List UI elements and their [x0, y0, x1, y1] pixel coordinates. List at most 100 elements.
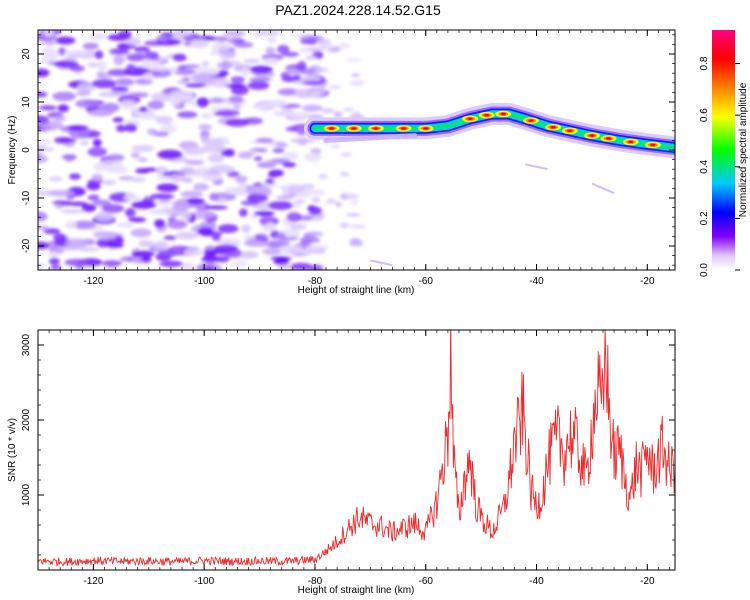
noise-blob: [118, 175, 135, 181]
noise-blob: [71, 220, 96, 230]
noise-blob: [243, 58, 261, 64]
snr-x-tick-label: -60: [419, 576, 434, 587]
noise-blob: [287, 185, 305, 193]
noise-blob: [200, 113, 213, 119]
spectrogram-y-axis-label: Frequency (Hz): [7, 116, 18, 185]
faint-streak: [370, 259, 393, 267]
noise-blob: [80, 140, 90, 146]
noise-blob: [239, 182, 248, 193]
noise-blob: [339, 222, 350, 229]
noise-blob: [262, 57, 281, 65]
noise-blob: [94, 211, 114, 222]
snr-background: [38, 330, 675, 570]
noise-blob: [151, 92, 173, 102]
noise-blob: [346, 213, 361, 217]
noise-blob: [87, 32, 107, 41]
noise-blob: [214, 244, 238, 253]
noise-blob: [60, 209, 85, 214]
noise-blob: [351, 73, 360, 77]
noise-blob: [342, 107, 354, 112]
noise-blob: [143, 72, 154, 81]
noise-blob: [156, 183, 179, 192]
noise-blob: [350, 224, 366, 229]
noise-blob: [304, 55, 318, 61]
noise-blob: [214, 36, 229, 42]
noise-blob: [300, 39, 318, 45]
noise-blob: [106, 154, 125, 162]
noise-blob: [275, 142, 288, 149]
noise-blob: [38, 225, 50, 231]
noise-blob: [266, 101, 289, 108]
noise-blob: [211, 42, 232, 51]
noise-blob: [286, 212, 302, 222]
noise-blob: [277, 244, 304, 255]
noise-blob: [345, 58, 362, 62]
noise-blob: [131, 250, 155, 258]
noise-blob: [81, 203, 97, 213]
noise-blob: [50, 264, 62, 270]
noise-blob: [203, 266, 216, 270]
noise-blob: [172, 53, 187, 62]
noise-blob: [213, 111, 234, 116]
noise-blob: [134, 46, 150, 53]
snr-y-axis-label: SNR (10 * v/v): [7, 418, 18, 482]
noise-blob: [191, 210, 216, 220]
noise-blob: [210, 49, 219, 56]
noise-blob: [282, 161, 297, 168]
noise-blob: [181, 210, 192, 221]
noise-blob: [217, 224, 239, 234]
noise-blob: [177, 111, 198, 119]
noise-blob: [163, 235, 177, 241]
noise-blob: [228, 95, 244, 104]
noise-blob: [116, 222, 134, 228]
noise-blob: [68, 128, 90, 139]
noise-blob: [210, 77, 230, 88]
noise-blob: [126, 53, 147, 62]
noise-blob: [321, 107, 335, 114]
noise-blob: [125, 191, 136, 200]
colorbar-tick-label: 0.4: [699, 159, 710, 173]
colorbar-ticks: 0.0 0.2 0.4 0.6 0.8: [699, 56, 740, 277]
noise-blob: [52, 91, 76, 102]
noise-blob: [309, 189, 326, 196]
noise-blob: [42, 40, 58, 45]
noise-blob: [53, 115, 67, 122]
colorbar-tick-label: 0.8: [699, 56, 710, 70]
noise-blob: [272, 148, 285, 153]
noise-blob: [131, 200, 157, 210]
noise-blob: [197, 166, 211, 174]
noise-blob: [349, 79, 366, 87]
figure-title: PAZ1.2024.228.14.52.G15: [275, 2, 441, 18]
noise-blob: [168, 66, 179, 73]
noise-blob: [240, 250, 259, 259]
noise-blob: [265, 178, 275, 185]
spectrogram-x-tick-label: -120: [83, 276, 103, 287]
noise-blob: [169, 90, 194, 100]
noise-blob: [135, 168, 150, 174]
ridge-hotspot-peak: [528, 119, 534, 122]
noise-blob: [320, 43, 333, 51]
noise-blob: [286, 69, 302, 76]
noise-blob: [128, 92, 149, 98]
ridge-hotspot-peak: [400, 127, 407, 130]
ridge-hotspot-peak: [423, 127, 429, 130]
snr-y-axis: 1000 2000 3000: [21, 329, 675, 571]
noise-blob: [38, 147, 55, 152]
snr-y-tick-label: 3000: [21, 333, 32, 356]
noise-blob: [119, 99, 138, 110]
noise-blob: [230, 76, 245, 84]
noise-blob: [197, 226, 214, 236]
noise-blob: [267, 173, 279, 178]
snr-panel: -120 -100 -80 -60 -40 -20 1000 2000 3000 Height…: [7, 329, 676, 596]
noise-blob: [253, 210, 275, 217]
noise-blob: [124, 207, 136, 218]
noise-blob: [248, 77, 272, 82]
noise-blob: [138, 106, 149, 113]
noise-blob: [308, 46, 324, 52]
noise-blob: [199, 35, 217, 41]
noise-blob: [308, 264, 324, 270]
noise-blob: [82, 42, 99, 50]
snr-x-tick-label: -120: [83, 576, 103, 587]
snr-y-tick-label: 2000: [21, 408, 32, 431]
noise-blob: [169, 174, 187, 183]
